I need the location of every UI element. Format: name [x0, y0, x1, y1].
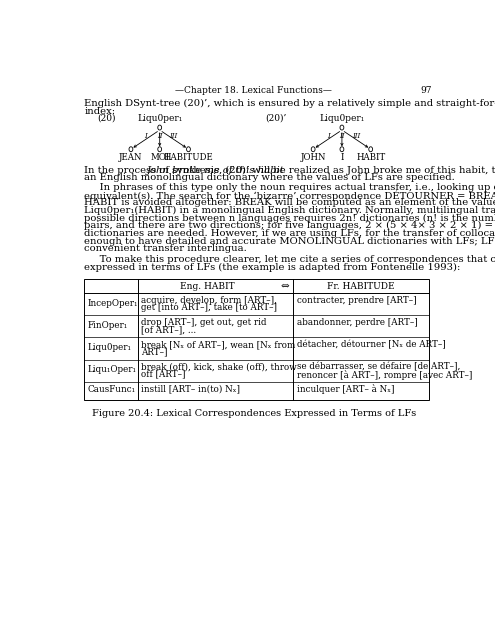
Text: I: I — [145, 132, 147, 140]
Text: enough to have detailed and accurate MONOLINGUAL dictionaries with LFs; LFs appe: enough to have detailed and accurate MON… — [84, 237, 495, 246]
Text: HABIT is avoided altogether: BREAK will be computed as an element of the value o: HABIT is avoided altogether: BREAK will … — [84, 198, 495, 207]
Text: HABITUDE: HABITUDE — [163, 153, 213, 162]
Text: pairs, and there are two directions; for five languages, 2 × (5 × 4× 3 × 2 × 1) : pairs, and there are two directions; for… — [84, 221, 495, 230]
Text: contracter, prendre [ART–]: contracter, prendre [ART–] — [297, 296, 416, 305]
Text: In phrases of this type only the noun requires actual transfer, i.e., looking up: In phrases of this type only the noun re… — [84, 183, 495, 192]
Text: inculquer [ART– à Nₓ]: inculquer [ART– à Nₓ] — [297, 384, 395, 394]
Text: an English monolingual dictionary where the values of LFs are specified.: an English monolingual dictionary where … — [84, 173, 455, 182]
Text: break [Nₓ of ART–], wean [Nₓ from: break [Nₓ of ART–], wean [Nₓ from — [142, 340, 296, 349]
Text: I: I — [340, 153, 344, 162]
Text: To make this procedure clearer, let me cite a series of correspondences that can: To make this procedure clearer, let me c… — [84, 255, 495, 264]
Text: ⇔: ⇔ — [281, 282, 290, 291]
Text: (20): (20) — [98, 114, 116, 123]
Text: Liqu0per₁(HABIT) in a monolingual English dictionary. Normally, multilingual tra: Liqu0per₁(HABIT) in a monolingual Englis… — [84, 206, 495, 215]
Text: HABIT: HABIT — [356, 153, 385, 162]
Text: III: III — [169, 132, 178, 140]
Text: —Chapter 18. Lexical Functions—: —Chapter 18. Lexical Functions— — [175, 86, 332, 95]
Text: off [ART–]: off [ART–] — [142, 370, 186, 379]
Text: Liqu0per₁: Liqu0per₁ — [319, 114, 364, 123]
Text: 97: 97 — [421, 86, 432, 95]
Text: acquire, develop, form [ART–],: acquire, develop, form [ART–], — [142, 296, 278, 305]
Text: Liqu0per₁: Liqu0per₁ — [137, 114, 182, 123]
Text: instill [ART– in(to) Nₓ]: instill [ART– in(to) Nₓ] — [142, 384, 241, 394]
Text: I: I — [327, 132, 330, 140]
Text: se débarrasser, se défaire [de ART–],: se débarrasser, se défaire [de ART–], — [297, 362, 460, 371]
Text: CausFunc₁: CausFunc₁ — [88, 385, 136, 394]
Text: possible directions between n languages requires 2n! dictionaries (n! is the num: possible directions between n languages … — [84, 214, 495, 223]
Text: renoncer [à ART–], rompre [avec ART–]: renoncer [à ART–], rompre [avec ART–] — [297, 370, 472, 380]
Text: FinOper₁: FinOper₁ — [88, 321, 128, 330]
Text: (20)’: (20)’ — [265, 114, 287, 123]
Text: abandonner, perdre [ART–]: abandonner, perdre [ART–] — [297, 317, 418, 327]
Text: Eng. HABIT: Eng. HABIT — [180, 282, 235, 291]
Text: dictionaries are needed. However, if we are using LFs, for the transfer of collo: dictionaries are needed. However, if we … — [84, 229, 495, 238]
Text: II: II — [339, 132, 345, 140]
Text: break (off), kick, shake (off), throw: break (off), kick, shake (off), throw — [142, 362, 297, 371]
Text: II: II — [157, 132, 162, 140]
Text: ART–]: ART–] — [142, 348, 168, 356]
Text: index:: index: — [84, 107, 115, 116]
Text: Figure 20.4: Lexical Correspondences Expressed in Terms of LFs: Figure 20.4: Lexical Correspondences Exp… — [92, 410, 416, 419]
Text: Liqu0per₁: Liqu0per₁ — [88, 343, 132, 352]
Text: JEAN: JEAN — [119, 153, 143, 162]
Text: JOHN: JOHN — [300, 153, 326, 162]
Text: equivalent(s). The search for the ‘bizarre’ correspondence DÉTOURNER = BREAK in : equivalent(s). The search for the ‘bizar… — [84, 191, 495, 201]
Text: drop [ART–], get out, get rid: drop [ART–], get out, get rid — [142, 317, 267, 327]
Text: get [into ART–], take [to ART–]: get [into ART–], take [to ART–] — [142, 303, 278, 312]
Text: Liqu₁Oper₁: Liqu₁Oper₁ — [88, 365, 137, 374]
Text: English DSynt-tree (20)’, which is ensured by a relatively simple and straight-f: English DSynt-tree (20)’, which is ensur… — [84, 99, 495, 108]
Text: John broke me of this habit: John broke me of this habit — [147, 166, 285, 175]
Text: In the process of synthesis, (20)’ will be realized as John broke me of this hab: In the process of synthesis, (20)’ will … — [84, 166, 495, 175]
Text: convenient transfer interlingua.: convenient transfer interlingua. — [84, 244, 247, 253]
Text: III: III — [351, 132, 360, 140]
Text: MOI: MOI — [150, 153, 169, 162]
Text: IncepOper₁: IncepOper₁ — [88, 299, 139, 308]
Text: [of ART–], ...: [of ART–], ... — [142, 325, 197, 334]
Text: Fr. HABITUDE: Fr. HABITUDE — [327, 282, 395, 291]
Text: expressed in terms of LFs (the example is adapted from Fontenelle 1993):: expressed in terms of LFs (the example i… — [84, 262, 460, 271]
Bar — [84, 279, 429, 399]
Text: détacher, détourner [Nₓ de ART–]: détacher, détourner [Nₓ de ART–] — [297, 340, 446, 349]
